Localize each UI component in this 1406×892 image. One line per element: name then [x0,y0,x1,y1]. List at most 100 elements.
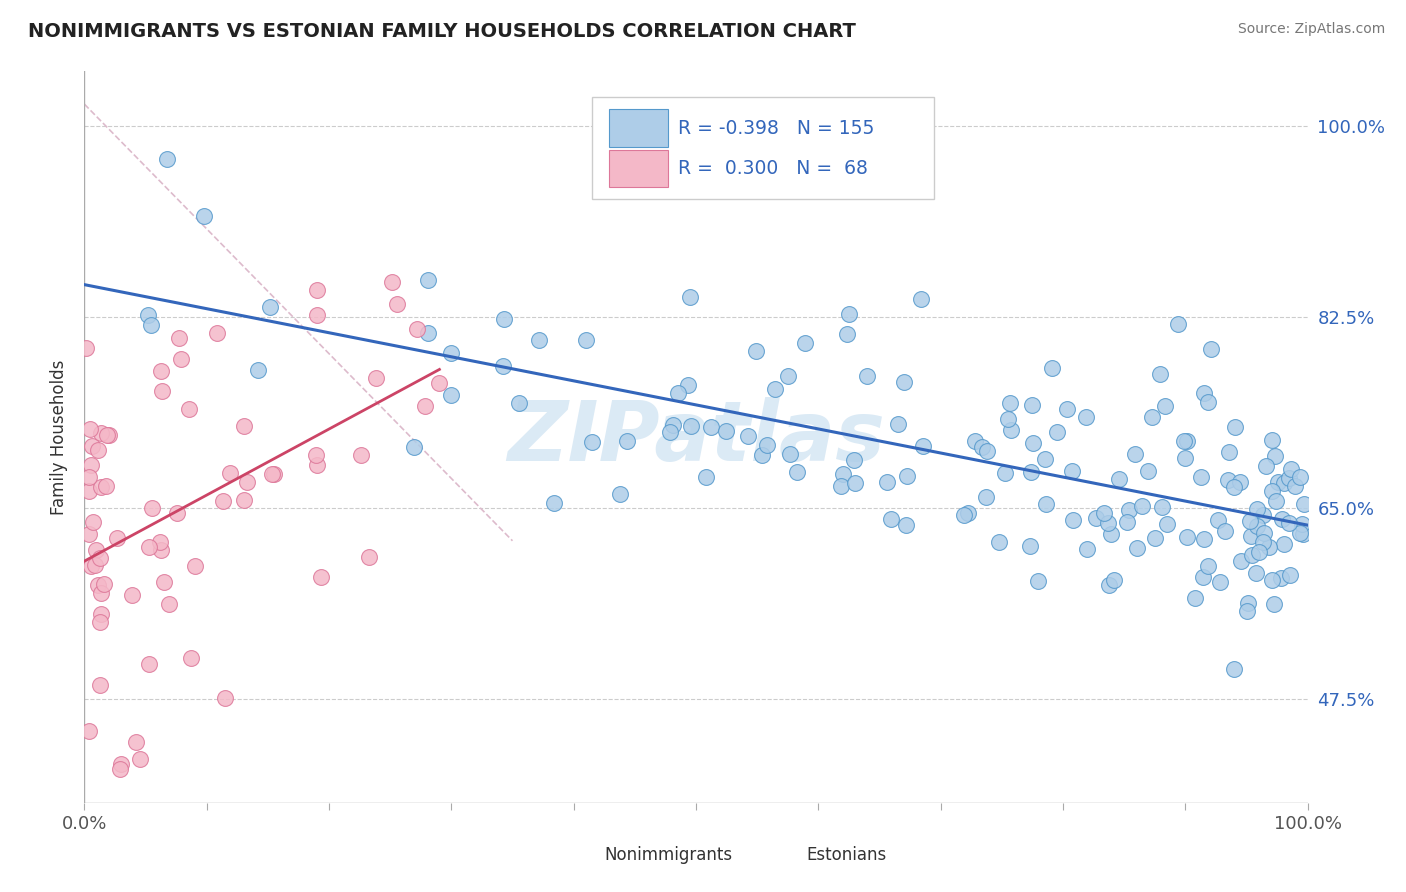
Point [110,756,132,771]
Point [1076,542,1098,557]
Point [1241,549,1264,563]
Point [776,369,799,384]
Point [305,308,328,322]
Point [1261,573,1284,587]
Text: Nonimmigrants: Nonimmigrants [605,847,733,864]
Point [1278,470,1301,484]
Point [1028,574,1050,588]
Point [1278,516,1301,531]
Point [1223,480,1246,494]
Point [837,326,859,341]
Point [170,351,193,366]
Point [737,429,759,443]
Point [1130,499,1153,513]
Point [543,496,565,510]
Point [755,438,778,452]
Point [150,364,173,378]
Point [786,465,808,479]
Point [1019,540,1042,554]
Point [1000,423,1022,437]
Point [974,490,997,504]
Point [232,493,254,508]
Point [1237,596,1260,610]
Point [876,475,898,489]
Point [150,542,173,557]
Point [84,558,107,572]
Point [1108,472,1130,486]
Point [169,331,191,345]
Point [1279,568,1302,582]
Point [1218,444,1240,458]
Text: ZIPatlas: ZIPatlas [508,397,884,477]
Point [844,476,866,491]
Point [976,444,998,458]
Point [89,678,111,692]
FancyBboxPatch shape [592,97,935,200]
Point [1213,524,1236,538]
Point [1236,604,1258,618]
Point [381,275,404,289]
Point [880,511,903,525]
Point [1060,464,1083,478]
Point [138,540,160,554]
Point [1140,409,1163,424]
Point [89,551,111,566]
Point [609,486,631,500]
Point [965,434,987,448]
Point [678,290,700,304]
Point [1126,541,1149,555]
Point [1123,447,1146,461]
Point [751,448,773,462]
Point [1229,475,1251,490]
Point [842,453,865,467]
Point [84,542,107,557]
Point [1046,425,1069,439]
Point [1225,420,1247,434]
Point [779,447,801,461]
Point [77,526,100,541]
Point [1152,500,1174,514]
Point [121,589,143,603]
Point [357,550,380,565]
Point [110,762,132,776]
Point [987,535,1010,549]
Point [1102,573,1125,587]
Point [205,326,228,340]
Point [1292,497,1315,511]
Point [887,417,910,431]
Point [406,322,429,336]
Point [1175,434,1198,449]
Point [763,383,786,397]
Point [1264,450,1286,464]
Point [1184,591,1206,605]
Point [136,308,159,322]
Point [246,363,269,377]
Point [1261,483,1284,498]
Point [1022,435,1045,450]
Point [666,386,689,401]
Point [508,396,530,410]
Point [80,439,103,453]
Point [166,506,188,520]
Point [149,535,172,549]
Point [527,334,550,348]
Point [1230,554,1253,568]
Point [952,508,974,522]
Text: Estonians: Estonians [806,847,886,864]
Point [1254,459,1277,474]
Point [77,484,100,499]
Point [416,273,439,287]
Point [233,419,256,434]
Point [1035,497,1057,511]
Point [1149,368,1171,382]
Point [581,435,603,450]
Point [699,420,721,434]
Point [994,466,1017,480]
Point [138,657,160,671]
Point [307,458,329,472]
Point [180,651,202,665]
Point [1253,535,1275,549]
Point [1265,494,1288,508]
Point [96,428,118,442]
Point [1218,473,1240,487]
